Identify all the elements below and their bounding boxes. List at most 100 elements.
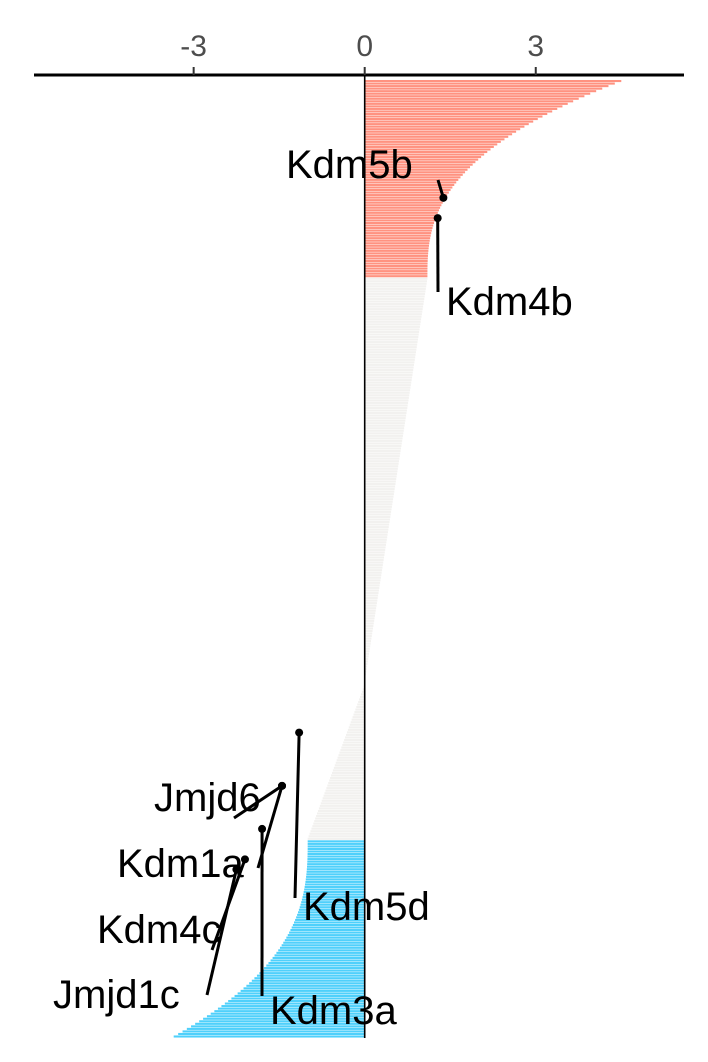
bar-up [364,196,446,199]
bar-neutral [364,523,390,526]
bar-up [364,237,431,240]
bar-neutral [364,665,368,668]
bar-neutral [364,381,412,384]
bar-down [307,865,365,868]
bar-neutral [343,741,365,744]
annotation-leader-kdm5d [293,732,301,899]
bar-neutral [339,751,365,754]
bar-neutral [360,693,365,696]
bar-down [304,885,365,889]
bar-neutral [364,579,381,582]
bar-up [364,166,471,169]
bar-neutral [364,510,392,513]
x-tick-label: 0 [356,30,373,63]
bar-neutral [364,629,373,633]
bar-down [237,992,365,995]
bar-neutral [364,526,389,529]
bar-neutral [364,424,405,427]
bar-neutral [323,794,365,797]
bar-down [234,994,365,997]
bar-up [364,226,433,230]
bar-up [364,92,591,95]
bar-up [364,252,429,255]
bar-neutral [364,574,382,577]
bar-neutral [364,655,369,658]
bar-neutral [364,285,427,288]
bar-down [240,989,365,992]
bar-neutral [318,807,365,810]
bar-down [251,979,365,982]
bar-down [284,939,365,942]
bar-down [178,1032,365,1036]
bar-down [292,923,365,927]
bar-down [296,916,365,919]
bar-up [364,214,437,217]
bar-neutral [364,465,399,468]
bar-neutral [338,754,365,757]
bar-down [307,860,365,863]
bar-neutral [341,746,365,749]
bar-neutral [364,457,400,460]
annotation-point-kdm3a [258,824,267,833]
bar-neutral [364,589,379,592]
bar-up [364,234,431,237]
bar-down [249,982,365,985]
bar-up [364,95,585,98]
bar-up [364,153,485,156]
bar-neutral [344,738,365,742]
bar-neutral [364,325,420,328]
bar-neutral [340,749,365,752]
bar-up [364,120,534,123]
bar-down [306,870,365,873]
bars-group [173,80,622,1038]
bar-down [302,896,365,899]
bar-down [278,949,365,952]
bar-neutral [364,561,384,564]
bar-neutral [364,348,417,351]
bar-neutral [335,761,365,764]
bar-neutral [364,604,377,607]
bar-neutral [364,556,385,559]
bar-down [217,1007,365,1010]
bar-neutral [364,401,409,404]
bar-neutral [364,652,370,655]
bar-neutral [364,280,428,283]
bar-neutral [364,472,398,475]
bar-neutral [364,632,373,635]
bar-neutral [322,797,365,800]
bar-down [307,850,365,853]
bar-neutral [364,490,395,493]
bar-neutral [364,384,411,387]
bar-neutral [364,477,397,480]
bar-neutral [364,495,394,498]
bar-up [364,209,439,212]
bar-neutral [364,396,409,399]
bar-neutral [364,576,381,579]
bar-neutral [364,313,422,316]
bar-neutral [364,310,423,313]
bar-down [254,977,365,980]
bar-neutral [364,564,383,567]
bar-neutral [364,591,379,595]
bar-neutral [364,366,414,369]
bar-neutral [361,690,365,693]
bar-up [364,224,434,227]
bar-neutral [364,467,398,470]
bar-up [364,87,603,90]
bar-down [281,944,365,947]
bar-neutral [364,475,397,478]
bar-up [364,105,563,108]
bar-up [364,163,473,166]
bar-neutral [364,358,415,361]
bar-up [364,150,488,154]
annotation-label-kdm5b: Kdm5b [286,143,413,187]
bar-down [303,893,365,896]
bar-neutral [364,308,423,311]
bar-neutral [317,809,365,812]
bar-neutral [364,536,388,539]
bar-up [364,138,505,141]
bar-down [287,934,365,937]
bar-neutral [364,546,386,549]
bar-down [307,863,365,866]
bar-neutral [364,635,372,638]
